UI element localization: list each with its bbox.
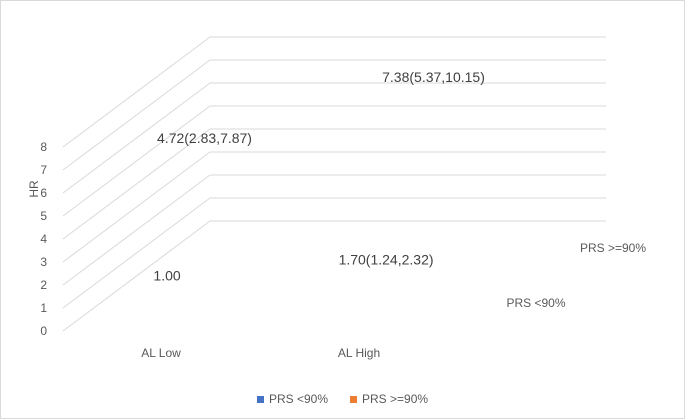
x-tick-label-1: AL High [338, 346, 380, 360]
gridline-side-5 [62, 105, 211, 217]
data-label-s0-c1: 1.70(1.24,2.32) [339, 251, 434, 267]
y-tick-label-8: 8 [40, 140, 47, 154]
y-tick-label-2: 2 [40, 278, 47, 292]
x-tick-label-0: AL Low [141, 346, 181, 360]
gridline-side-6 [62, 82, 211, 194]
gridline-side-1 [62, 197, 211, 309]
legend-label-series-0: PRS <90% [268, 392, 328, 406]
depth-axis-label-0: PRS <90% [506, 296, 565, 310]
legend-item-series-1: PRS >=90% [350, 392, 428, 406]
legend-label-series-1: PRS >=90% [362, 392, 429, 406]
gridline-side-4 [62, 128, 211, 240]
gridline-side-3 [62, 151, 211, 263]
legend-swatch-series-1 [350, 395, 357, 403]
y-tick-label-3: 3 [40, 255, 47, 269]
y-tick-label-1: 1 [40, 301, 47, 315]
legend: PRS <90% PRS >=90% [1, 392, 684, 406]
gridline-side-2 [62, 174, 211, 286]
depth-axis-label-1: PRS >=90% [580, 241, 646, 255]
gridline-side-8 [62, 36, 211, 148]
y-tick-label-7: 7 [40, 163, 47, 177]
data-label-s0-c0: 1.00 [153, 268, 180, 284]
y-tick-label-6: 6 [40, 186, 47, 200]
legend-swatch-series-0 [256, 395, 264, 403]
gridline-side-7 [62, 59, 211, 171]
y-tick-label-0: 0 [40, 324, 47, 338]
data-label-s1-c1: 7.38(5.37,10.15) [382, 69, 485, 85]
y-axis-title: HR [27, 180, 41, 198]
gridline-side-0 [62, 220, 211, 332]
y-tick-label-4: 4 [40, 232, 47, 246]
y-tick-label-5: 5 [40, 209, 47, 223]
chart-plot: 0 1 2 3 4 5 6 7 8 HR AL Low AL High PRS <90% PRS >=90… [27, 36, 646, 360]
legend-item-series-0: PRS <90% [256, 392, 328, 406]
data-label-s1-c0: 4.72(2.83,7.87) [157, 130, 252, 146]
